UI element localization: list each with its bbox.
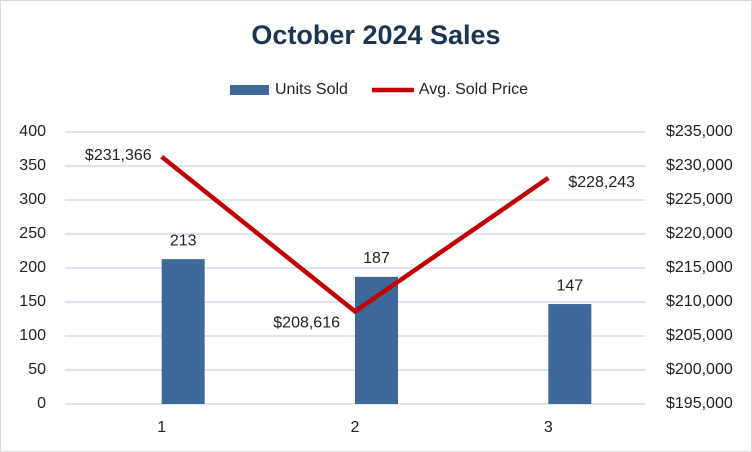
bar <box>548 304 592 404</box>
legend-swatch <box>230 85 269 95</box>
chart-title: October 2024 Sales <box>251 20 500 50</box>
legend-label: Units Sold <box>275 81 348 98</box>
line-value-label: $231,366 <box>85 147 152 164</box>
bar <box>161 259 205 404</box>
y-tick-label: 100 <box>19 327 46 344</box>
y2-tick-label: $210,000 <box>666 293 733 310</box>
y2-tick-label: $215,000 <box>666 259 733 276</box>
line-value-label: $208,616 <box>273 315 340 332</box>
y-tick-label: 350 <box>19 157 46 174</box>
y2-tick-label: $235,000 <box>666 123 733 140</box>
bar-value-label: 213 <box>170 232 197 249</box>
bar-value-label: 147 <box>556 277 583 294</box>
line <box>160 154 550 315</box>
y2-tick-label: $225,000 <box>666 191 733 208</box>
line-value-label: $228,243 <box>568 174 635 191</box>
y2-tick-label: $205,000 <box>666 327 733 344</box>
y2-tick-label: $200,000 <box>666 361 733 378</box>
y2-tick-label: $195,000 <box>666 395 733 412</box>
y2-tick-label: $230,000 <box>666 157 733 174</box>
y-tick-label: 300 <box>19 191 46 208</box>
y-tick-label: 0 <box>37 395 46 412</box>
bar-value-label: 187 <box>363 250 390 267</box>
y-tick-label: 50 <box>28 361 46 378</box>
y-tick-label: 150 <box>19 293 46 310</box>
y2-tick-label: $220,000 <box>666 225 733 242</box>
y-tick-label: 400 <box>19 123 46 140</box>
y-tick-label: 250 <box>19 225 46 242</box>
y-tick-label: 200 <box>19 259 46 276</box>
legend-label: Avg. Sold Price <box>419 81 528 98</box>
x-tick-label: 1 <box>157 419 166 436</box>
x-tick-label: 3 <box>544 419 553 436</box>
x-tick-label: 2 <box>351 419 360 436</box>
